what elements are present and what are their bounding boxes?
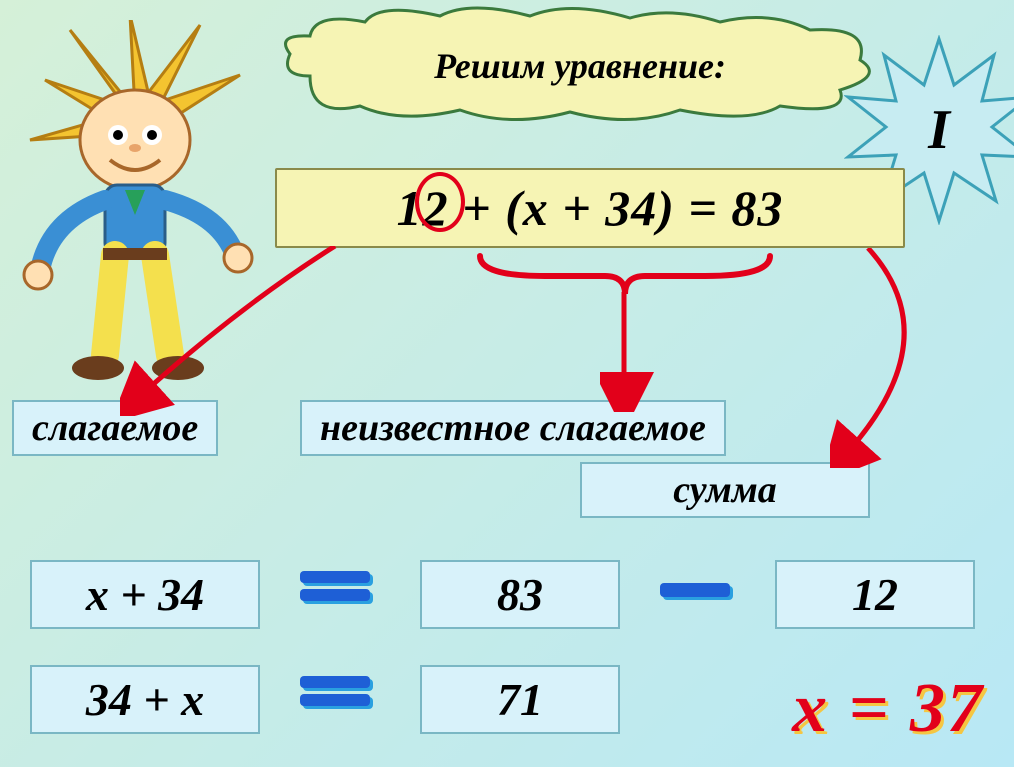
row2-left-box: 34 + x <box>30 665 260 734</box>
plus-highlight-circle <box>415 172 465 232</box>
equals-1 <box>300 568 370 604</box>
arrow-unknown <box>600 292 660 412</box>
arrow-addend <box>120 246 420 416</box>
row1-mid-box: 83 <box>420 560 620 629</box>
equation-box: 12 + (x + 34) = 83 <box>275 168 905 248</box>
row2-mid-box: 71 <box>420 665 620 734</box>
answer-text: x = 37 <box>792 669 984 749</box>
row1-left-box: x + 34 <box>30 560 260 629</box>
cloud-title-text: Решим уравнение: <box>434 45 726 87</box>
minus-op <box>660 580 730 600</box>
label-sum: сумма <box>580 462 870 518</box>
row1-right-box: 12 <box>775 560 975 629</box>
arrow-sum <box>830 248 970 468</box>
equals-2 <box>300 673 370 709</box>
cloud-title: Решим уравнение: <box>270 6 890 126</box>
